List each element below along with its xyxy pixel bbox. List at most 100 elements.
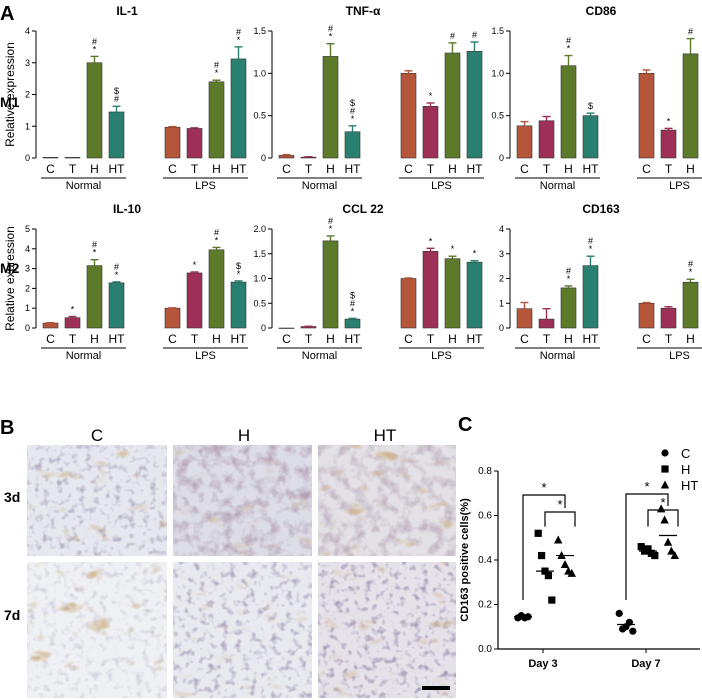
x-tick-label: HT (231, 162, 248, 176)
data-point-ht (560, 559, 570, 568)
significance-star: * (557, 497, 562, 512)
y-tick-label: 0 (25, 323, 30, 333)
legend-label: HT (681, 478, 698, 493)
bar-ht-lps (230, 281, 247, 329)
legend-marker-h (661, 465, 669, 473)
micrograph-h-3d (173, 445, 312, 556)
x-tick-label: C (642, 332, 651, 346)
y-tick-label: 2 (25, 90, 30, 100)
x-tick-label: C (520, 162, 529, 176)
x-tick-label: HT (345, 332, 362, 346)
data-point-ht (567, 568, 576, 577)
data-point-h (644, 545, 652, 553)
data-point-h (637, 543, 645, 551)
group-label: Normal (302, 180, 337, 192)
bar-c-lps (400, 278, 417, 329)
bar-ht-lps (466, 261, 483, 329)
y-tick-label: 2 (25, 283, 30, 293)
significance-mark: # (214, 227, 219, 237)
significance-mark: * (215, 235, 219, 245)
significance-mark: * (351, 114, 355, 124)
significance-mark: # (92, 36, 97, 46)
x-tick-label: C (168, 162, 177, 176)
bar-t-lps (422, 106, 439, 159)
bar-c-normal (42, 322, 59, 329)
chart-title: CD163 (582, 202, 620, 216)
bar-h-normal (560, 287, 577, 329)
chart-title: IL-1 (116, 4, 138, 18)
y-tick-label: 0.8 (478, 466, 492, 477)
y-tick-label: 0.4 (478, 555, 492, 566)
x-tick-label: HT (467, 332, 484, 346)
bar-t-lps (186, 272, 203, 329)
significance-mark: * (71, 305, 75, 315)
chart-title: CCL 22 (342, 202, 383, 216)
y-tick-label: 1.5 (253, 249, 266, 259)
significance-mark: # (588, 236, 593, 246)
x-tick-label: H (686, 332, 695, 346)
group-label: LPS (669, 180, 690, 192)
x-tick-label: HT (231, 332, 248, 346)
bar-ht-normal (582, 265, 599, 329)
significance-mark: # (328, 24, 333, 34)
x-tick-label: T (427, 162, 435, 176)
significance-mark: # (114, 262, 119, 272)
significance-star: * (541, 480, 546, 495)
significance-mark: * (429, 91, 433, 101)
bar-ht-normal (108, 111, 125, 159)
tnfa-bar-chart: TNF-α00.51.01.5C T#*H$#*HTNormalC*T#H#HTL… (253, 4, 484, 192)
significance-mark: # (688, 259, 693, 269)
significance-mark: $ (114, 86, 119, 96)
significance-mark: * (237, 269, 241, 279)
data-point-h (651, 551, 659, 560)
micrograph-col-h: H (238, 426, 250, 445)
data-point-h (534, 529, 542, 537)
data-point-ht (554, 535, 563, 544)
y-tick-label: 0 (25, 153, 30, 163)
y-tick-label: 1 (25, 303, 30, 313)
significance-mark: * (689, 267, 693, 277)
group-label: LPS (431, 350, 452, 362)
data-point-c (615, 609, 623, 618)
x-tick-label: Day 7 (631, 658, 660, 670)
x-tick-label: T (305, 332, 313, 346)
bar-t-lps (422, 250, 439, 329)
legend-label: H (681, 462, 690, 477)
significance-mark: # (328, 216, 333, 226)
significance-mark: * (329, 32, 333, 42)
significance-mark: * (589, 244, 593, 254)
legend-marker-c (661, 449, 669, 457)
x-tick-label: T (427, 332, 435, 346)
y-tick-label: 0 (499, 153, 504, 163)
bar-c-lps (164, 126, 181, 159)
significance-mark: * (473, 249, 477, 259)
micrograph-grid: C H HT 3d 7d (4, 426, 456, 698)
bar-c-normal (516, 125, 533, 159)
bar-c-normal (42, 157, 59, 159)
bar-c-normal (516, 308, 533, 329)
cd163-scatter-plot: 0.0 0.2 0.4 0.6 0.8 CD163 positive cells(%) Da… (459, 446, 700, 670)
x-tick-label: H (212, 162, 221, 176)
x-tick-label: T (191, 332, 199, 346)
significance-mark: * (429, 236, 433, 246)
y-tick-label: 1.5 (253, 26, 266, 36)
bar-h-normal (560, 65, 577, 159)
significance-mark: * (115, 270, 119, 280)
bar-h-normal (322, 56, 339, 159)
bar-h-normal (322, 240, 339, 329)
x-tick-label: H (564, 332, 573, 346)
x-tick-label: T (191, 162, 199, 176)
bar-h-lps (208, 81, 225, 159)
data-point-h (548, 596, 556, 604)
panel-label-c: C (458, 414, 472, 436)
bar-h-lps (682, 281, 699, 329)
micrograph-h-7d (173, 562, 312, 698)
bar-h-lps (444, 258, 461, 329)
group-label: LPS (431, 180, 452, 192)
bar-h-lps (682, 53, 699, 159)
significance-star: * (644, 479, 649, 494)
